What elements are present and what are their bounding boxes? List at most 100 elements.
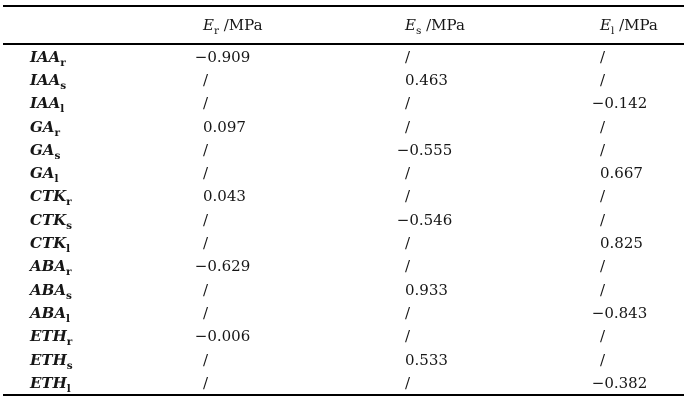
row-label: GAl	[3, 161, 203, 184]
row-label: GAr	[3, 115, 203, 138]
cell-es-value: /	[405, 94, 411, 113]
row-label-subscript: r	[65, 266, 72, 279]
row-label: ABAs	[3, 278, 203, 301]
header-empty-cell	[3, 6, 203, 45]
header-er-unit: /MPa	[218, 16, 263, 34]
cell-es-value: /	[405, 117, 411, 136]
table-row: ABAl / / −0.843	[3, 301, 684, 324]
cell-el-value: −0.142	[591, 94, 648, 113]
row-label: GAs	[3, 138, 203, 161]
row-label: IAAl	[3, 92, 203, 115]
header-es-unit: /MPa	[421, 16, 465, 34]
cell-es-value: 0.463	[405, 70, 448, 89]
table-body: IAAr −0.909 / / IAAs / 0.463 / IAAl / / …	[3, 44, 684, 395]
cell-el-value: /	[600, 47, 606, 66]
table-row: ETHs / 0.533 /	[3, 348, 684, 371]
cell-es-value: −0.555	[396, 140, 453, 159]
cell-er-value: /	[203, 373, 209, 392]
cell-es-value: 0.933	[405, 280, 448, 299]
row-label-base: GA	[30, 164, 55, 183]
table-row: GAr 0.097 / /	[3, 115, 684, 138]
row-label: IAAs	[3, 68, 203, 91]
row-label: CTKl	[3, 231, 203, 254]
row-label-base: CTK	[30, 210, 67, 229]
cell-er-value: −0.909	[194, 47, 251, 66]
table-header: Er /MPa Es /MPa El /MPa	[3, 6, 684, 45]
row-label: CTKs	[3, 208, 203, 231]
header-er: Er /MPa	[203, 6, 405, 45]
cell-es-value: /	[405, 257, 411, 276]
cell-er-value: /	[203, 303, 209, 322]
cell-es-value: /	[405, 47, 411, 66]
cell-es-value: /	[405, 164, 411, 183]
header-row: Er /MPa Es /MPa El /MPa	[3, 6, 684, 45]
table-row: CTKr 0.043 / /	[3, 185, 684, 208]
header-es: Es /MPa	[405, 6, 600, 45]
cell-es-value: 0.533	[405, 350, 448, 369]
row-label-subscript: l	[66, 243, 71, 256]
cell-es-value: /	[405, 234, 411, 253]
row-label-base: ETH	[30, 327, 67, 346]
row-label-subscript: s	[54, 149, 61, 162]
row-label: ETHs	[3, 348, 203, 371]
table-row: ABAs / 0.933 /	[3, 278, 684, 301]
row-label-subscript: r	[66, 336, 73, 349]
table-row: IAAl / / −0.142	[3, 92, 684, 115]
row-label: IAAr	[3, 44, 203, 68]
cell-el-value: 0.825	[600, 234, 643, 253]
row-label-subscript: r	[54, 126, 60, 139]
cell-el-value: /	[600, 350, 606, 369]
row-label-subscript: s	[66, 219, 73, 232]
cell-el-value: /	[600, 70, 606, 89]
cell-el-value: /	[600, 327, 606, 346]
cell-es-value: −0.546	[396, 210, 453, 229]
table-row: GAl / / 0.667	[3, 161, 684, 184]
cell-er-value: 0.043	[203, 187, 246, 206]
header-el-subscript: l	[610, 25, 615, 37]
cell-er-value: /	[203, 140, 209, 159]
row-label-base: CTK	[30, 187, 67, 206]
table-row: IAAr −0.909 / /	[3, 44, 684, 68]
cell-er-value: /	[203, 234, 209, 253]
header-es-symbol: E	[405, 16, 416, 34]
cell-er-value: /	[203, 210, 209, 229]
cell-es-value: /	[405, 303, 411, 322]
row-label-subscript: s	[65, 289, 72, 302]
row-label: ABAr	[3, 255, 203, 278]
row-label-subscript: r	[60, 56, 66, 69]
cell-el-value: /	[600, 140, 606, 159]
row-label-base: ABA	[30, 280, 66, 299]
row-label-base: GA	[30, 140, 55, 159]
cell-er-value: −0.629	[194, 257, 251, 276]
row-label-base: ABA	[30, 257, 66, 276]
table-row: CTKs / −0.546 /	[3, 208, 684, 231]
cell-er-value: 0.097	[203, 117, 246, 136]
row-label-base: ETH	[30, 373, 67, 392]
row-label-base: ETH	[30, 350, 67, 369]
row-label-base: IAA	[30, 47, 61, 66]
row-label-base: GA	[30, 117, 55, 136]
row-label-subscript: s	[60, 79, 67, 92]
row-label-subscript: l	[60, 103, 65, 116]
cell-es-value: /	[405, 373, 411, 392]
table-row: ETHl / / −0.382	[3, 371, 684, 395]
row-label-subscript: l	[65, 312, 70, 325]
cell-er-value: /	[203, 94, 209, 113]
cell-er-value: /	[203, 280, 209, 299]
cell-er-value: /	[203, 164, 209, 183]
row-label-base: ABA	[30, 303, 66, 322]
row-label-subscript: l	[66, 382, 71, 395]
row-label: ETHr	[3, 325, 203, 348]
header-es-subscript: s	[415, 25, 422, 37]
table-row: IAAs / 0.463 /	[3, 68, 684, 91]
cell-el-value: /	[600, 257, 606, 276]
cell-el-value: /	[600, 117, 606, 136]
cell-er-value: /	[203, 350, 209, 369]
row-label-base: IAA	[30, 94, 61, 113]
cell-el-value: −0.843	[591, 303, 648, 322]
header-er-symbol: E	[203, 16, 214, 34]
header-el: El /MPa	[600, 6, 684, 45]
header-er-subscript: r	[213, 25, 219, 37]
table-row: CTKl / / 0.825	[3, 231, 684, 254]
row-label: ETHl	[3, 371, 203, 395]
